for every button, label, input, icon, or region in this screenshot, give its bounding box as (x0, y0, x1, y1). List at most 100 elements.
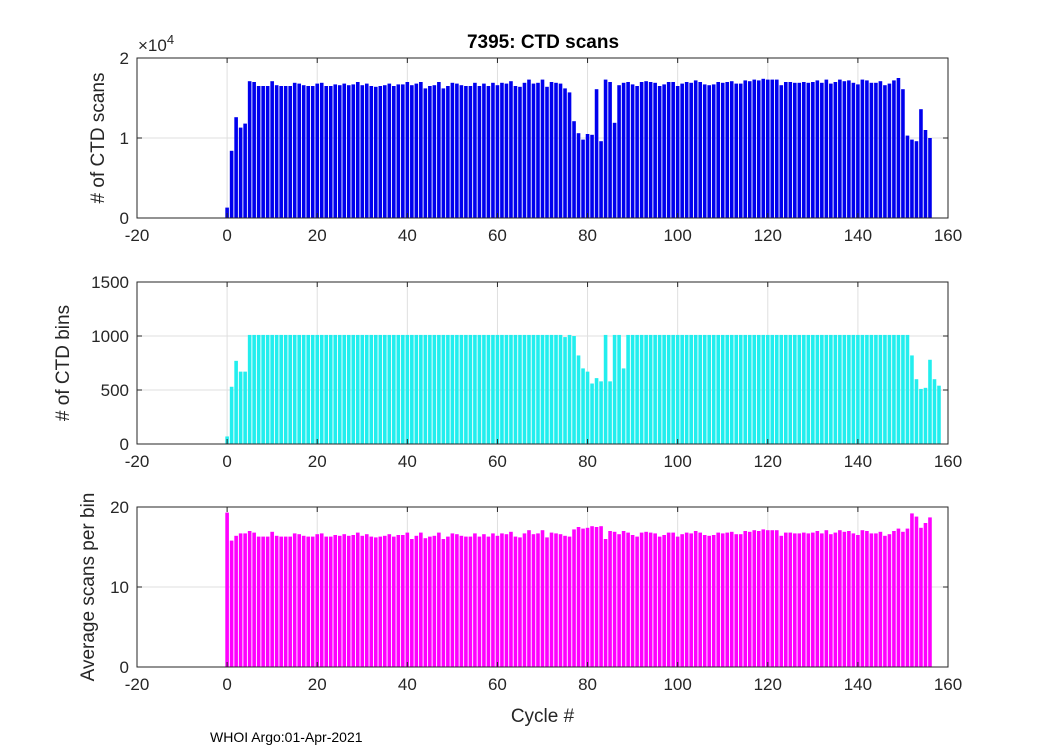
ctd-bins-bar (288, 334, 292, 444)
ctd-bins-bar (838, 334, 842, 444)
ctd-scans-bar (621, 82, 626, 218)
avg-scans-bar (310, 536, 315, 667)
ctd-scans-x-tick-label: 140 (844, 226, 872, 245)
ctd-bins-y-tick-label: 0 (120, 435, 129, 454)
ctd-bins-bar (729, 334, 734, 444)
ctd-scans-bar (446, 86, 450, 218)
ctd-scans-bar (910, 139, 914, 218)
avg-scans-bar (878, 531, 883, 667)
ctd-scans-bar (802, 82, 806, 218)
avg-scans-bar (784, 532, 788, 667)
ctd-scans-bar (923, 130, 928, 218)
ctd-bins-bar (756, 334, 761, 444)
avg-scans-bar (734, 534, 739, 667)
avg-scans-bar (328, 536, 333, 667)
ctd-scans-bar (252, 82, 256, 218)
ctd-scans-bar (639, 82, 644, 218)
avg-scans-bar (450, 533, 455, 667)
avg-scans-bar (522, 533, 527, 667)
ctd-bins-bar (734, 334, 739, 444)
ctd-scans-bar (410, 85, 414, 218)
avg-scans-bar (883, 535, 887, 667)
ctd-scans-bar (482, 83, 486, 218)
avg-scans-bar (563, 535, 567, 667)
ctd-bins-bar (563, 337, 567, 444)
avg-scans-bar (743, 531, 748, 667)
ctd-bins-bar (932, 379, 937, 444)
figure-title: 7395: CTD scans (467, 32, 619, 53)
ctd-scans-bar (689, 82, 693, 218)
ctd-bins-bar (419, 334, 423, 444)
avg-scans-bar (590, 526, 594, 667)
ctd-scans-bar (851, 82, 856, 218)
ctd-scans-bar (901, 89, 905, 218)
ctd-scans-bar (383, 85, 387, 218)
avg-scans-bar (518, 537, 522, 667)
ctd-bins-bar (653, 334, 657, 444)
ctd-scans-bar (774, 79, 779, 218)
ctd-scans-bar (351, 84, 356, 219)
avg-scans-bar (306, 536, 311, 667)
ctd-scans-bar (531, 83, 536, 218)
avg-scans-bar (585, 527, 590, 667)
avg-scans-bar (856, 535, 860, 667)
avg-scans-bar (612, 531, 617, 667)
avg-scans-x-tick-label: 20 (308, 675, 327, 694)
ctd-scans-bar (648, 82, 653, 218)
ctd-bins-bar (369, 334, 374, 444)
ctd-bins-bar (500, 334, 504, 444)
ctd-bins-bar (540, 334, 545, 444)
ctd-bins-bar (793, 334, 797, 444)
ctd-scans-bar (477, 86, 482, 218)
avg-scans-bar (815, 531, 820, 667)
ctd-bins-bar (833, 334, 838, 444)
ctd-scans-bar (401, 84, 405, 219)
ctd-bins-bar (797, 334, 802, 444)
ctd-bins-bar (337, 334, 342, 444)
ctd-bins-bar (360, 334, 365, 444)
ctd-bins-bar (874, 334, 878, 444)
ctd-bins-bar (464, 334, 468, 444)
ctd-scans-bar (630, 84, 635, 219)
ctd-bins-bar (680, 334, 684, 444)
ctd-bins-bar (716, 334, 721, 444)
ctd-bins-bar (355, 334, 360, 444)
ctd-scans-bar (594, 89, 599, 218)
avg-scans-bar (527, 530, 531, 667)
ctd-scans-bar (644, 81, 648, 218)
ctd-scans-bar (693, 80, 698, 219)
avg-scans-bar (261, 536, 265, 667)
ctd-bins-bar (761, 334, 766, 444)
avg-scans-bar (360, 535, 365, 667)
ctd-bins-bar (549, 334, 554, 444)
avg-scans-bar (662, 535, 666, 667)
avg-scans-bar (689, 533, 693, 667)
ctd-scans-bar (702, 84, 707, 219)
ctd-scans-bar (270, 81, 274, 218)
avg-scans-x-tick-label: 100 (663, 675, 691, 694)
ctd-bins-bar (743, 334, 748, 444)
avg-scans-y-tick-label: 0 (120, 658, 129, 677)
ctd-bins-x-tick-label: 60 (488, 452, 507, 471)
ctd-scans-bar (838, 79, 842, 218)
ctd-scans-y-exponent-power: 4 (167, 32, 174, 47)
ctd-scans-bar (432, 85, 437, 218)
avg-scans-bar (738, 534, 743, 667)
ctd-scans-x-tick-label: 20 (308, 226, 327, 245)
ctd-scans-bar (829, 83, 833, 218)
ctd-scans-bar (707, 85, 711, 218)
ctd-bins-bar (937, 385, 941, 444)
avg-scans-bar (373, 537, 378, 667)
ctd-scans-bar (698, 82, 702, 218)
ctd-scans-bar (567, 92, 572, 218)
ctd-bins-bar (788, 334, 793, 444)
avg-scans-bar (653, 533, 657, 667)
ctd-bins-bar (829, 334, 833, 444)
avg-scans-bar (247, 531, 252, 667)
ctd-bins-bar (923, 387, 928, 444)
ctd-bins-bar (865, 334, 869, 444)
ctd-scans-bar (572, 121, 576, 218)
avg-scans-bar (820, 533, 824, 667)
